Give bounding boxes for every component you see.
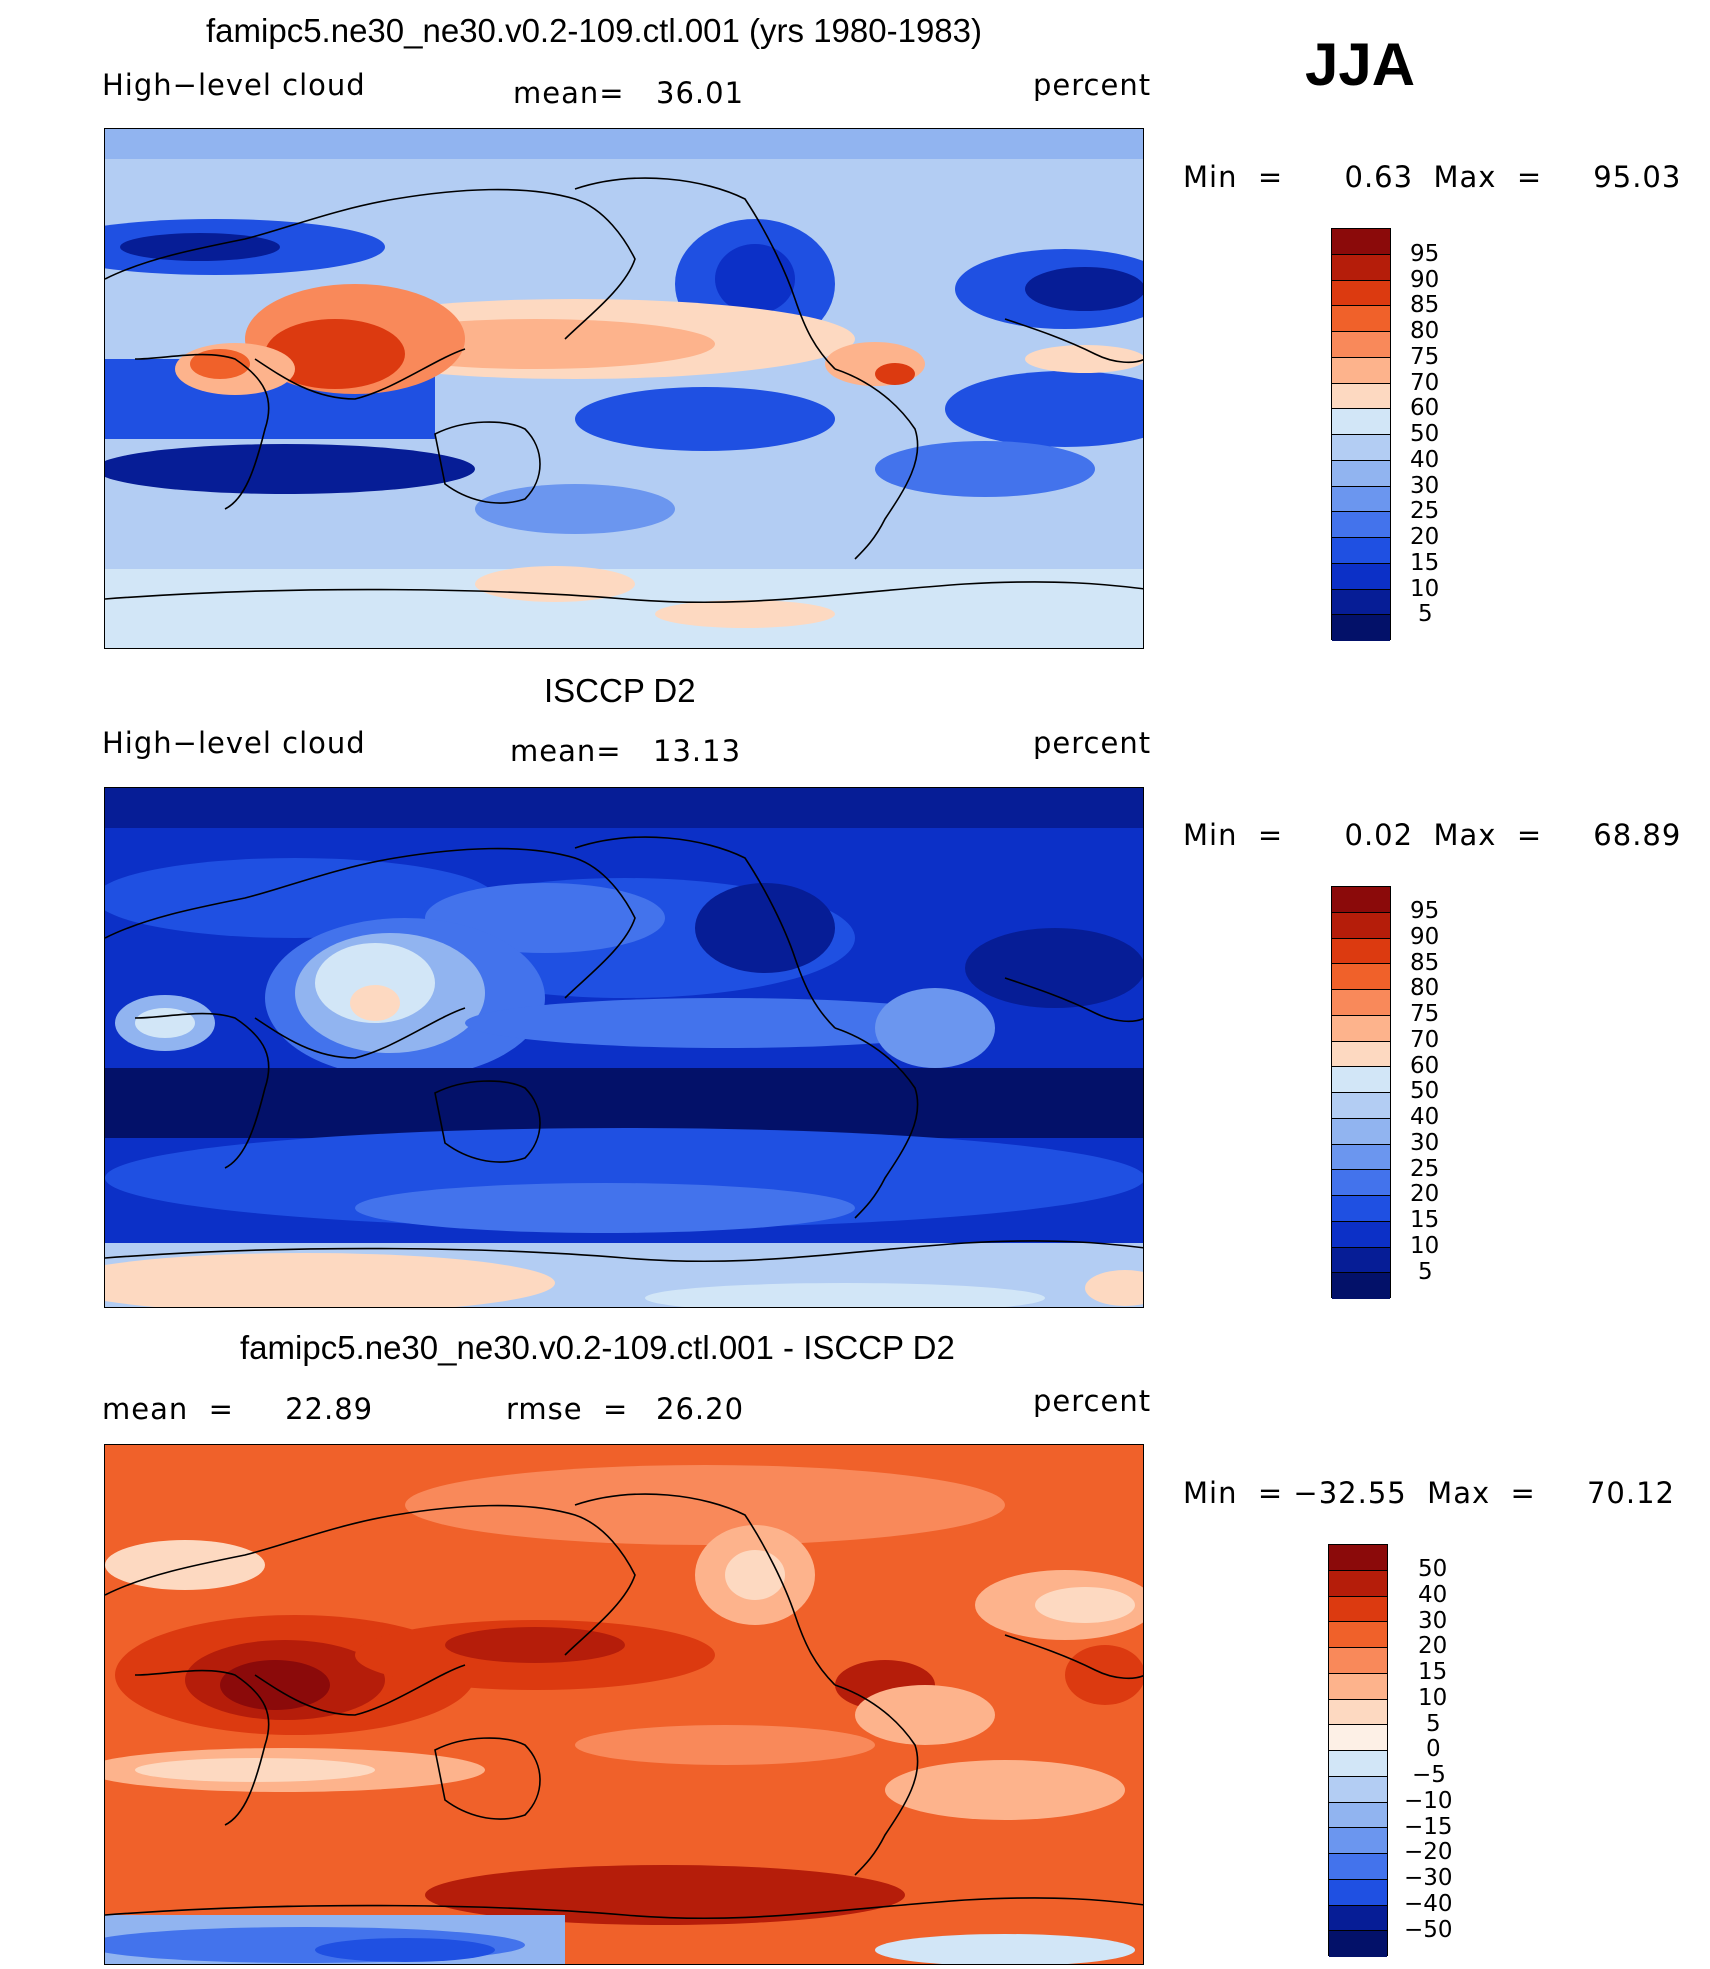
colorbar-tick: 80 <box>1410 318 1440 344</box>
panel-obs-units: percent <box>1033 726 1152 760</box>
colorbar-tick: 15 <box>1418 1659 1448 1685</box>
colorbar-tick: 40 <box>1418 1582 1448 1608</box>
panel-diff-range: Min = −32.55 Max = 70.12 <box>1183 1476 1675 1510</box>
panel-obs-map-canvas <box>105 788 1143 1307</box>
colorbar-tick: 70 <box>1410 1027 1440 1053</box>
colorbar-tick: 15 <box>1410 1207 1440 1233</box>
colorbar-tick: 50 <box>1410 1078 1440 1104</box>
colorbar-tick: 10 <box>1410 576 1440 602</box>
panel-model-mean-value: 36.01 <box>656 76 745 110</box>
panel-obs-colorbar <box>1331 886 1391 1299</box>
colorbar-tick: −15 <box>1404 1814 1453 1840</box>
panel-diff-mean: mean = 22.89 <box>102 1392 374 1426</box>
panel-model-units: percent <box>1033 68 1152 102</box>
panel-model-range: Min = 0.63 Max = 95.03 <box>1183 160 1682 194</box>
panel-obs-variable-label: High−level cloud <box>102 726 366 760</box>
colorbar-tick: 90 <box>1410 924 1440 950</box>
colorbar-tick: 25 <box>1410 498 1440 524</box>
panel-obs-mean-label: mean= <box>510 734 622 768</box>
panel-diff-colorbar <box>1328 1544 1388 1957</box>
colorbar-tick: 20 <box>1410 1181 1440 1207</box>
colorbar-tick: 95 <box>1410 241 1440 267</box>
colorbar-tick: −50 <box>1404 1917 1453 1943</box>
colorbar-tick: −10 <box>1404 1788 1453 1814</box>
panel-diff-title: famipc5.ne30_ne30.v0.2-109.ctl.001 - ISC… <box>240 1329 955 1366</box>
colorbar-tick: 5 <box>1418 601 1433 627</box>
panel-model-colorbar <box>1331 228 1391 641</box>
colorbar-tick: 25 <box>1410 1156 1440 1182</box>
colorbar-tick: −30 <box>1404 1865 1453 1891</box>
panel-diff-units: percent <box>1033 1384 1152 1418</box>
colorbar-tick: 20 <box>1410 524 1440 550</box>
colorbar-tick: 10 <box>1418 1685 1448 1711</box>
colorbar-tick: 30 <box>1410 473 1440 499</box>
panel-obs-map <box>104 787 1144 1308</box>
panel-obs-range: Min = 0.02 Max = 68.89 <box>1183 818 1682 852</box>
panel-diff-rmse-value: 26.20 <box>656 1392 745 1426</box>
colorbar-tick: 5 <box>1418 1259 1433 1285</box>
colorbar-tick: 95 <box>1410 898 1440 924</box>
colorbar-tick: 30 <box>1418 1608 1448 1634</box>
colorbar-tick: 90 <box>1410 267 1440 293</box>
colorbar-tick: 50 <box>1410 421 1440 447</box>
colorbar-tick: 75 <box>1410 1001 1440 1027</box>
colorbar-tick: 60 <box>1410 395 1440 421</box>
panel-model-title: famipc5.ne30_ne30.v0.2-109.ctl.001 (yrs … <box>206 12 982 49</box>
colorbar-tick: 40 <box>1410 1104 1440 1130</box>
colorbar-tick: 15 <box>1410 550 1440 576</box>
season-label: JJA <box>1305 31 1416 98</box>
panel-model-map <box>104 128 1144 649</box>
panel-obs-title: ISCCP D2 <box>544 672 696 709</box>
panel-model-map-canvas <box>105 129 1143 648</box>
colorbar-tick: −40 <box>1404 1891 1453 1917</box>
panel-diff-map-canvas <box>105 1445 1143 1964</box>
colorbar-tick: −20 <box>1404 1839 1453 1865</box>
colorbar-tick: 20 <box>1418 1633 1448 1659</box>
colorbar-tick: 70 <box>1410 370 1440 396</box>
colorbar-tick: 40 <box>1410 447 1440 473</box>
panel-model-mean-label: mean= <box>513 76 625 110</box>
colorbar-tick: 75 <box>1410 344 1440 370</box>
colorbar-tick: 5 <box>1426 1711 1441 1737</box>
colorbar-tick: 80 <box>1410 975 1440 1001</box>
colorbar-tick: 85 <box>1410 292 1440 318</box>
panel-diff-rmse-label: rmse = <box>506 1392 629 1426</box>
colorbar-tick: 50 <box>1418 1556 1448 1582</box>
panel-obs-mean-value: 13.13 <box>653 734 742 768</box>
panel-model-variable-label: High−level cloud <box>102 68 366 102</box>
colorbar-tick: 0 <box>1426 1736 1441 1762</box>
colorbar-tick: 30 <box>1410 1130 1440 1156</box>
colorbar-tick: 60 <box>1410 1053 1440 1079</box>
panel-diff-map <box>104 1444 1144 1965</box>
colorbar-tick: 85 <box>1410 950 1440 976</box>
colorbar-tick: −5 <box>1412 1762 1446 1788</box>
colorbar-tick: 10 <box>1410 1233 1440 1259</box>
